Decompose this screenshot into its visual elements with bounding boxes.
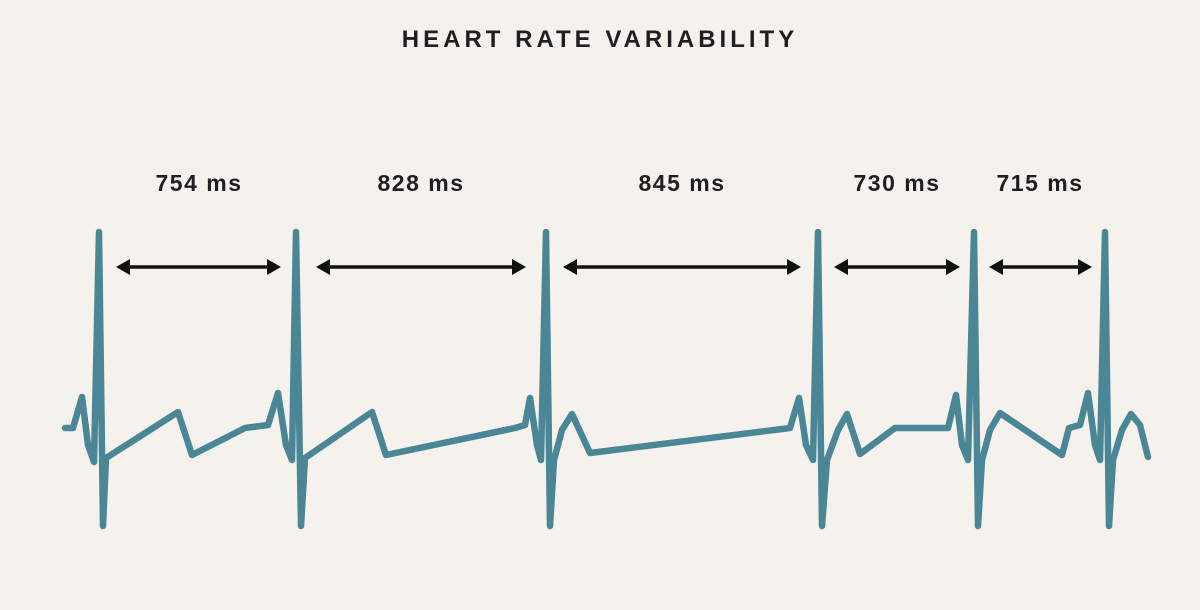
interval-arrows: [116, 259, 1092, 275]
ecg-trace: [61, 228, 1152, 530]
interval-arrow: [834, 259, 960, 275]
interval-label: 715 ms: [996, 170, 1083, 196]
page-title: HEART RATE VARIABILITY: [401, 26, 799, 53]
interval-label: 730 ms: [853, 170, 940, 196]
interval-label: 845 ms: [638, 170, 725, 196]
interval-label: 754 ms: [155, 170, 242, 196]
interval-arrow: [316, 259, 526, 275]
interval-arrow: [116, 259, 281, 275]
interval-label: 828 ms: [377, 170, 464, 196]
interval-arrow: [563, 259, 801, 275]
interval-arrow: [989, 259, 1092, 275]
interval-labels: 754 ms 828 ms 845 ms 730 ms 715 ms: [155, 170, 1083, 196]
